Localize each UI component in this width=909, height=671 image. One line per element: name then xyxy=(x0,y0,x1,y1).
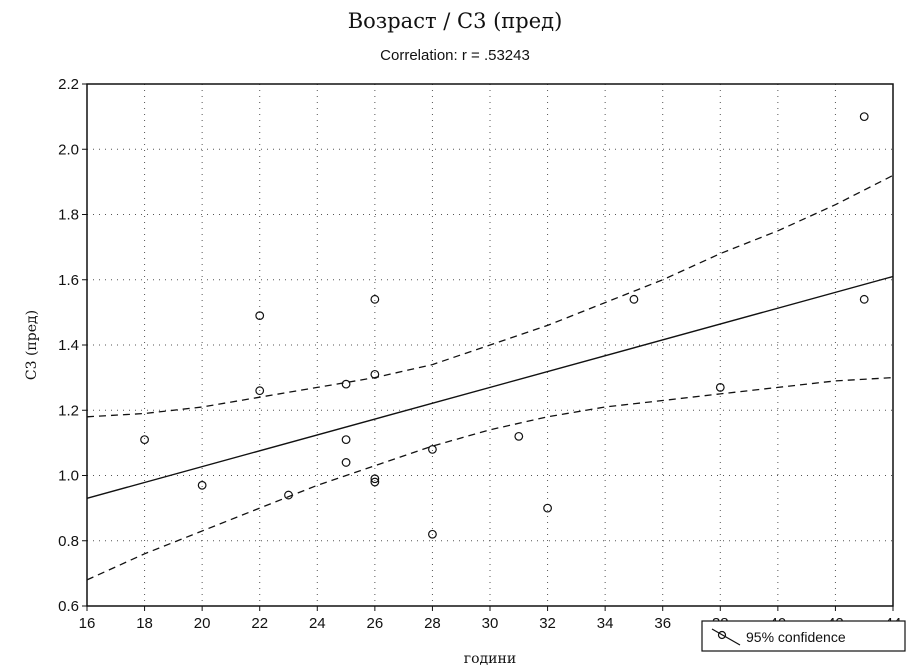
x-tick-label: 20 xyxy=(194,615,211,632)
x-tick-label: 26 xyxy=(367,615,384,632)
data-point xyxy=(370,477,380,487)
chart-subtitle: Correlation: r = .53243 xyxy=(380,47,530,64)
y-tick-label: 1.6 xyxy=(58,272,79,289)
confidence-bands xyxy=(86,174,894,581)
confidence-upper-line xyxy=(86,174,894,418)
y-tick-label: 2.2 xyxy=(58,76,79,93)
data-point xyxy=(428,445,437,454)
chart-title: Возраст / C3 (пред) xyxy=(348,9,563,33)
data-point xyxy=(255,386,265,396)
legend-box xyxy=(701,620,906,652)
y-tick-label: 1.4 xyxy=(58,337,79,354)
data-point xyxy=(715,383,725,392)
data-point xyxy=(514,431,524,441)
legend-label: 95% confidence xyxy=(746,629,846,645)
y-axis-label: C3 (пред) xyxy=(24,310,40,380)
x-tick-label: 16 xyxy=(79,615,96,632)
data-point xyxy=(140,435,149,445)
y-axis-ticks: 0.6 0.8 1.0 1.2 1.4 1.6 1.8 2.0 2.2 xyxy=(58,76,87,615)
data-point xyxy=(341,458,351,467)
x-tick-label: 32 xyxy=(539,615,556,632)
data-point xyxy=(341,379,351,389)
data-point xyxy=(370,369,380,379)
data-point xyxy=(341,435,351,445)
y-tick-label: 0.6 xyxy=(58,598,79,615)
x-tick-label: 30 xyxy=(482,615,499,632)
data-point xyxy=(370,474,380,484)
x-axis-ticks: 161820222426283032343638404244 xyxy=(79,606,901,632)
x-tick-label: 36 xyxy=(654,615,671,632)
confidence-lower-line xyxy=(86,376,894,581)
regression-line xyxy=(86,275,894,499)
y-tick-label: 1.2 xyxy=(58,402,79,419)
y-tick-label: 1.0 xyxy=(58,468,79,485)
data-point xyxy=(284,490,293,500)
data-point xyxy=(859,294,869,304)
data-point xyxy=(543,503,552,513)
data-points xyxy=(140,112,869,539)
x-tick-label: 34 xyxy=(597,615,614,632)
data-point xyxy=(197,480,207,490)
data-point xyxy=(428,529,437,539)
regression-line-group xyxy=(86,275,894,499)
y-tick-label: 0.8 xyxy=(58,533,79,550)
x-tick-label: 24 xyxy=(309,615,326,632)
data-point xyxy=(859,112,869,122)
x-tick-label: 28 xyxy=(424,615,441,632)
x-axis-label: години xyxy=(464,651,516,667)
x-tick-label: 18 xyxy=(136,615,153,632)
y-tick-label: 1.8 xyxy=(58,207,79,224)
data-point xyxy=(255,311,265,321)
legend-line-swatch xyxy=(711,628,741,646)
legend-marker-swatch xyxy=(717,630,727,640)
y-tick-label: 2.0 xyxy=(58,141,79,158)
legend: 95% confidence xyxy=(701,620,906,652)
data-point xyxy=(629,294,639,304)
data-point xyxy=(370,294,380,304)
x-tick-label: 22 xyxy=(251,615,268,632)
